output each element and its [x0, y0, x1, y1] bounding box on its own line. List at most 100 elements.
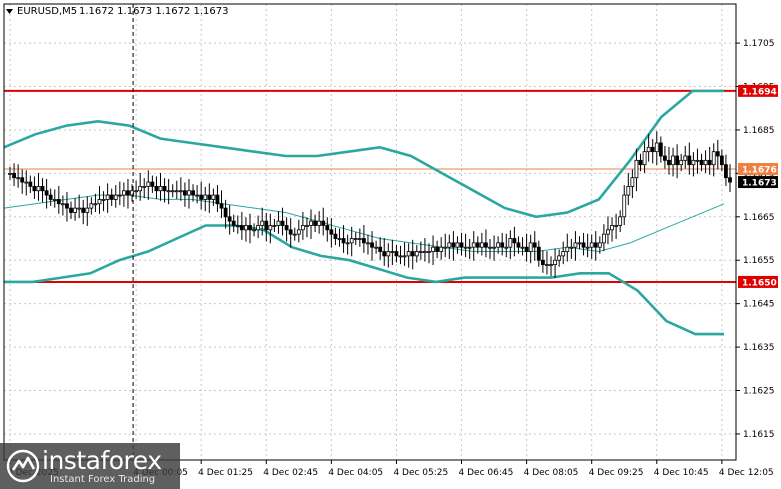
candle-body [386, 251, 391, 257]
candle-body [48, 194, 53, 200]
candle-body [467, 246, 472, 249]
candle-body [414, 251, 419, 257]
candle-body [60, 203, 65, 206]
candle-body [463, 246, 468, 249]
candle-body [366, 242, 370, 245]
candle-body [28, 181, 33, 187]
candle-body [687, 155, 692, 166]
candle-body [443, 246, 448, 249]
candle-body [601, 233, 606, 244]
price-tick-label: 1.1685 [743, 126, 775, 136]
candle-body [532, 242, 537, 248]
candle-body [187, 190, 191, 196]
candle-body [459, 242, 464, 248]
candle-body [329, 229, 334, 235]
time-tick-label: 4 Dec 05:25 [393, 468, 448, 478]
candle-body [703, 159, 708, 166]
candle-body [646, 146, 651, 153]
watermark-brand: instaforex [42, 446, 162, 475]
candle-body [447, 242, 452, 248]
chart-menu-icon[interactable] [6, 9, 13, 14]
candle-body [231, 220, 236, 226]
candle-body [183, 190, 187, 196]
candle-body [170, 190, 175, 193]
candle-body [410, 251, 415, 257]
candle-body [248, 225, 252, 231]
price-tick-label: 1.1645 [743, 300, 775, 310]
candle-body [630, 177, 635, 187]
candle-body [239, 225, 244, 231]
candle-body [679, 159, 684, 166]
current-price-label-box [738, 176, 778, 189]
candle-body [520, 246, 525, 249]
level-label-reference-box [738, 163, 778, 176]
candle-body [390, 251, 395, 253]
candle-body [634, 159, 639, 179]
candle-body [431, 246, 435, 252]
candle-body [357, 238, 362, 240]
candle-body [597, 242, 602, 248]
candle-body [382, 251, 387, 257]
candle-body [166, 190, 171, 193]
candle-body [117, 194, 122, 197]
candle-body [154, 185, 159, 192]
candle-body [581, 242, 586, 248]
price-labels: 1.1694 1.1650 1.1676 1.1673 [738, 84, 778, 288]
candle-body [504, 246, 509, 249]
candle-body [73, 207, 77, 213]
candle-body [162, 185, 167, 192]
candle-body [272, 225, 277, 227]
candle-body [719, 155, 724, 166]
plot-border [3, 3, 737, 461]
candle-body [398, 255, 403, 258]
candle-body [475, 242, 480, 248]
candle-body [40, 185, 45, 192]
candle-body [195, 194, 200, 197]
candle-body [142, 185, 147, 188]
candle-body [496, 242, 501, 248]
chart-header: EURUSD,M5 1.1672 1.1673 1.1672 1.1673 [6, 6, 229, 17]
candle-body [675, 155, 680, 166]
price-tick-label: 1.1705 [743, 39, 775, 49]
candle-body [174, 190, 179, 193]
candle-body [606, 229, 610, 235]
candle-body [455, 242, 460, 248]
level-label-reference-text: 1.1676 [742, 166, 777, 176]
candle-body [284, 225, 289, 231]
time-tick-label: 4 Dec 12:05 [719, 468, 774, 478]
candle-body [130, 190, 134, 196]
candle-body [724, 164, 728, 179]
candle-body [121, 190, 126, 196]
candle-body [471, 242, 476, 248]
level-label-resistance-box [738, 84, 778, 97]
lower-band-line [4, 224, 724, 336]
candle-body [691, 159, 696, 166]
candle-body [536, 246, 541, 261]
candle-body [663, 155, 667, 161]
candle-body [439, 246, 444, 252]
candle-body [500, 242, 505, 248]
price-axis: 1.17051.16951.16851.16751.16651.16551.16… [736, 39, 775, 440]
candle-body [577, 242, 582, 245]
candle-body [97, 199, 102, 205]
chart-frame [3, 3, 737, 461]
price-tick-label: 1.1615 [743, 430, 775, 440]
candle-body [667, 159, 671, 166]
time-tick-label: 4 Dec 04:05 [328, 468, 383, 478]
candle-body [642, 151, 647, 166]
candle-body [512, 238, 517, 244]
level-label-support-box [738, 275, 778, 288]
candle-body [626, 185, 631, 196]
candle-body [711, 151, 716, 166]
candle-body [215, 194, 220, 205]
candle-body [150, 181, 155, 187]
upper-band-line [3, 89, 724, 219]
candle-body [77, 207, 82, 210]
candle-body [219, 203, 224, 209]
candle-body [300, 225, 305, 231]
candle-body [223, 207, 228, 218]
bollinger-bands [3, 89, 725, 336]
level-label-resistance-text: 1.1694 [742, 87, 777, 97]
